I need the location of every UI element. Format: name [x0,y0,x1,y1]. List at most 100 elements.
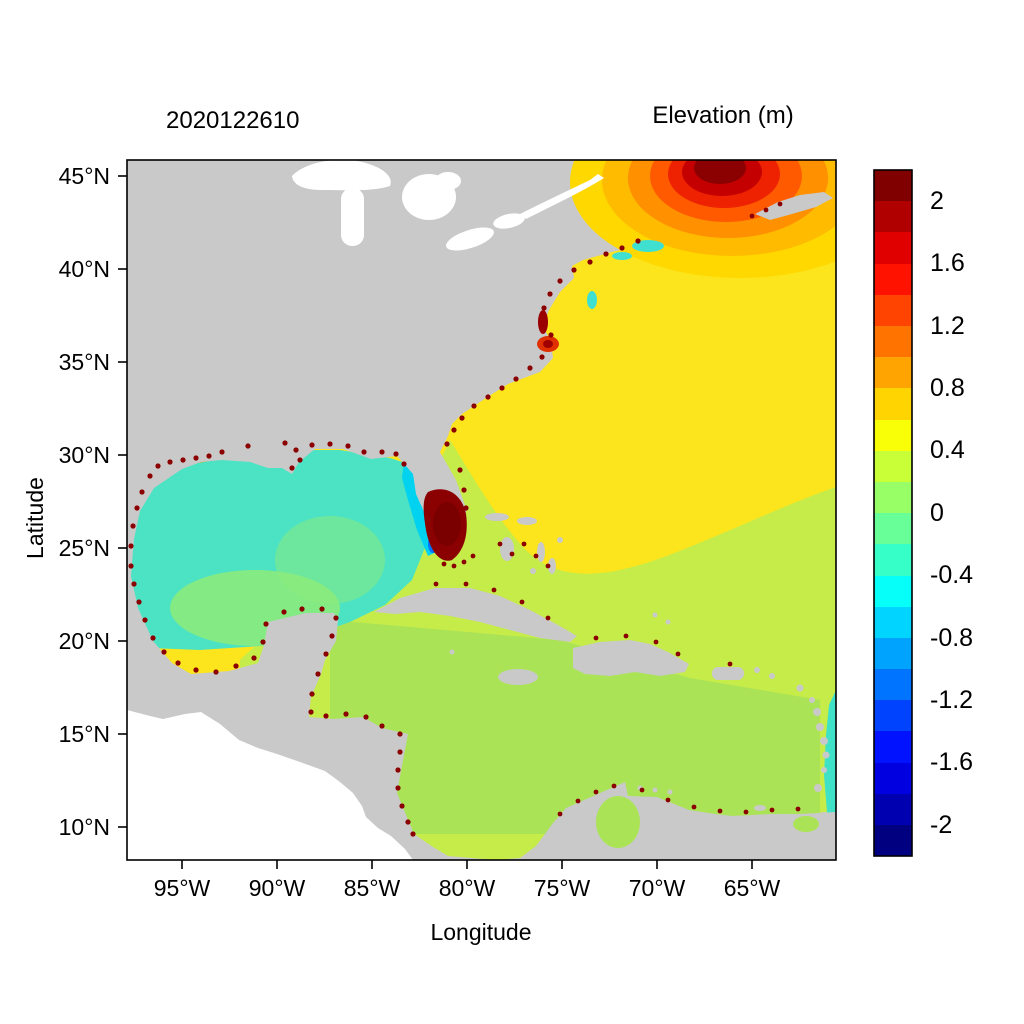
y-tick-30n: 30°N [59,442,110,468]
x-axis-tick-labels: 95°W 90°W 85°W 80°W 75°W 70°W 65°W [154,875,781,901]
colorbar-segment [874,794,912,826]
island-montserrat [809,697,815,703]
y-axis-label: Latitude [22,477,48,559]
cb-label-0.4: 0.4 [930,436,965,464]
island-curacao [652,787,658,793]
y-tick-25n: 25°N [59,535,110,561]
lake-ontario [493,213,525,229]
cb-label-0.8: 0.8 [930,374,965,402]
island-trinidad [816,812,832,824]
island-virgin [754,667,760,673]
lake-superior [292,160,391,191]
x-axis-label: Longitude [430,919,531,945]
colorbar-segment [874,357,912,389]
y-axis-ticks [118,175,127,828]
coastal-speckles [128,201,801,837]
y-tick-20n: 20°N [59,628,110,654]
land-nova-scotia [755,192,833,220]
colorbar-segment [874,388,912,421]
island-bahama-cay [557,537,563,543]
cb-label--1.6: -1.6 [930,748,973,776]
colorbar-segment [874,638,912,670]
cb-label--1.2: -1.2 [930,686,973,714]
cb-label--0.8: -0.8 [930,624,973,652]
colorbar-segment [874,295,912,327]
land-north-america [127,160,690,860]
island-caicos [665,619,671,625]
plot-frame [126,159,837,861]
x-tick-70w: 70°W [629,875,686,901]
colorbar-segment [874,513,912,545]
title-colorbar: Elevation (m) [652,102,793,129]
island-long-island-bahamas [548,558,556,574]
y-tick-10n: 10°N [59,814,110,840]
y-tick-45n: 45°N [59,163,110,189]
colorbar-labels: 2 1.6 1.2 0.8 0.4 0 -0.4 -0.8 -1.2 -1.6 … [930,187,973,839]
gulf-green-patch-center [275,516,385,604]
island-anguilla [769,673,775,679]
lake-maracaibo-green [596,796,640,848]
island-hispaniola [573,640,689,676]
island-bahama-cay-2 [530,568,536,574]
map-canvas [127,160,836,860]
island-guadeloupe [813,708,821,716]
island-grenada [814,784,822,792]
colorbar-segments [874,170,912,856]
island-dominica [816,723,824,731]
colorbar-segment [874,482,912,514]
colorbar-segment [874,264,912,296]
colorbar-segment [874,669,912,701]
island-antigua [796,684,804,692]
x-tick-65w: 65°W [724,875,781,901]
cb-label--0.4: -0.4 [930,561,973,589]
title-timestamp: 2020122610 [166,107,299,134]
great-lakes [292,160,604,251]
northeast-shelf-cyan-spots [587,240,664,309]
island-cayman [449,649,455,655]
cb-label--2: -2 [930,811,952,839]
lake-michigan [341,188,364,246]
gulf-of-paria-green [793,816,819,832]
cb-label-2: 2 [930,187,944,215]
island-martinique [820,737,828,745]
island-turks [652,612,658,618]
florida-surge-core [433,502,461,546]
colorbar-segment [874,731,912,764]
colorbar-segment [874,170,912,202]
colorbar-segment [874,232,912,265]
x-tick-75w: 75°W [534,875,591,901]
x-axis-ticks [181,860,753,869]
colorbar-segment [874,576,912,608]
island-grand-bahama [485,513,509,521]
cb-label-0: 0 [930,499,944,527]
cb-label-1.2: 1.2 [930,312,965,340]
x-tick-80w: 80°W [439,875,496,901]
island-margarita [754,805,766,811]
island-jamaica [498,669,538,685]
y-tick-40n: 40°N [59,256,110,282]
colorbar-segment [874,544,912,577]
colorbar-segment [874,763,912,795]
caribbean-sea-fill [330,620,820,834]
island-cuba [374,588,577,642]
y-axis-tick-labels: 45°N 40°N 35°N 30°N 25°N 20°N 15°N 10°N [59,163,110,840]
island-eleuthera [537,542,545,562]
x-tick-85w: 85°W [344,875,401,901]
georgian-bay [435,172,461,190]
x-tick-95w: 95°W [154,875,211,901]
colorbar-frame [873,169,913,857]
st-lawrence-river [520,174,604,219]
chesapeake-red [538,310,548,334]
island-puerto-rico [712,667,744,680]
island-andros [500,537,514,561]
island-st-lucia [822,751,830,759]
nc-sounds-red-core [543,340,553,348]
colorbar-segment [874,420,912,452]
colorbar-segment [874,201,912,233]
island-bonaire [667,789,673,795]
surge-ring-6 [694,160,746,184]
pacific-outside-domain [127,710,413,860]
land-south-america [495,782,836,860]
